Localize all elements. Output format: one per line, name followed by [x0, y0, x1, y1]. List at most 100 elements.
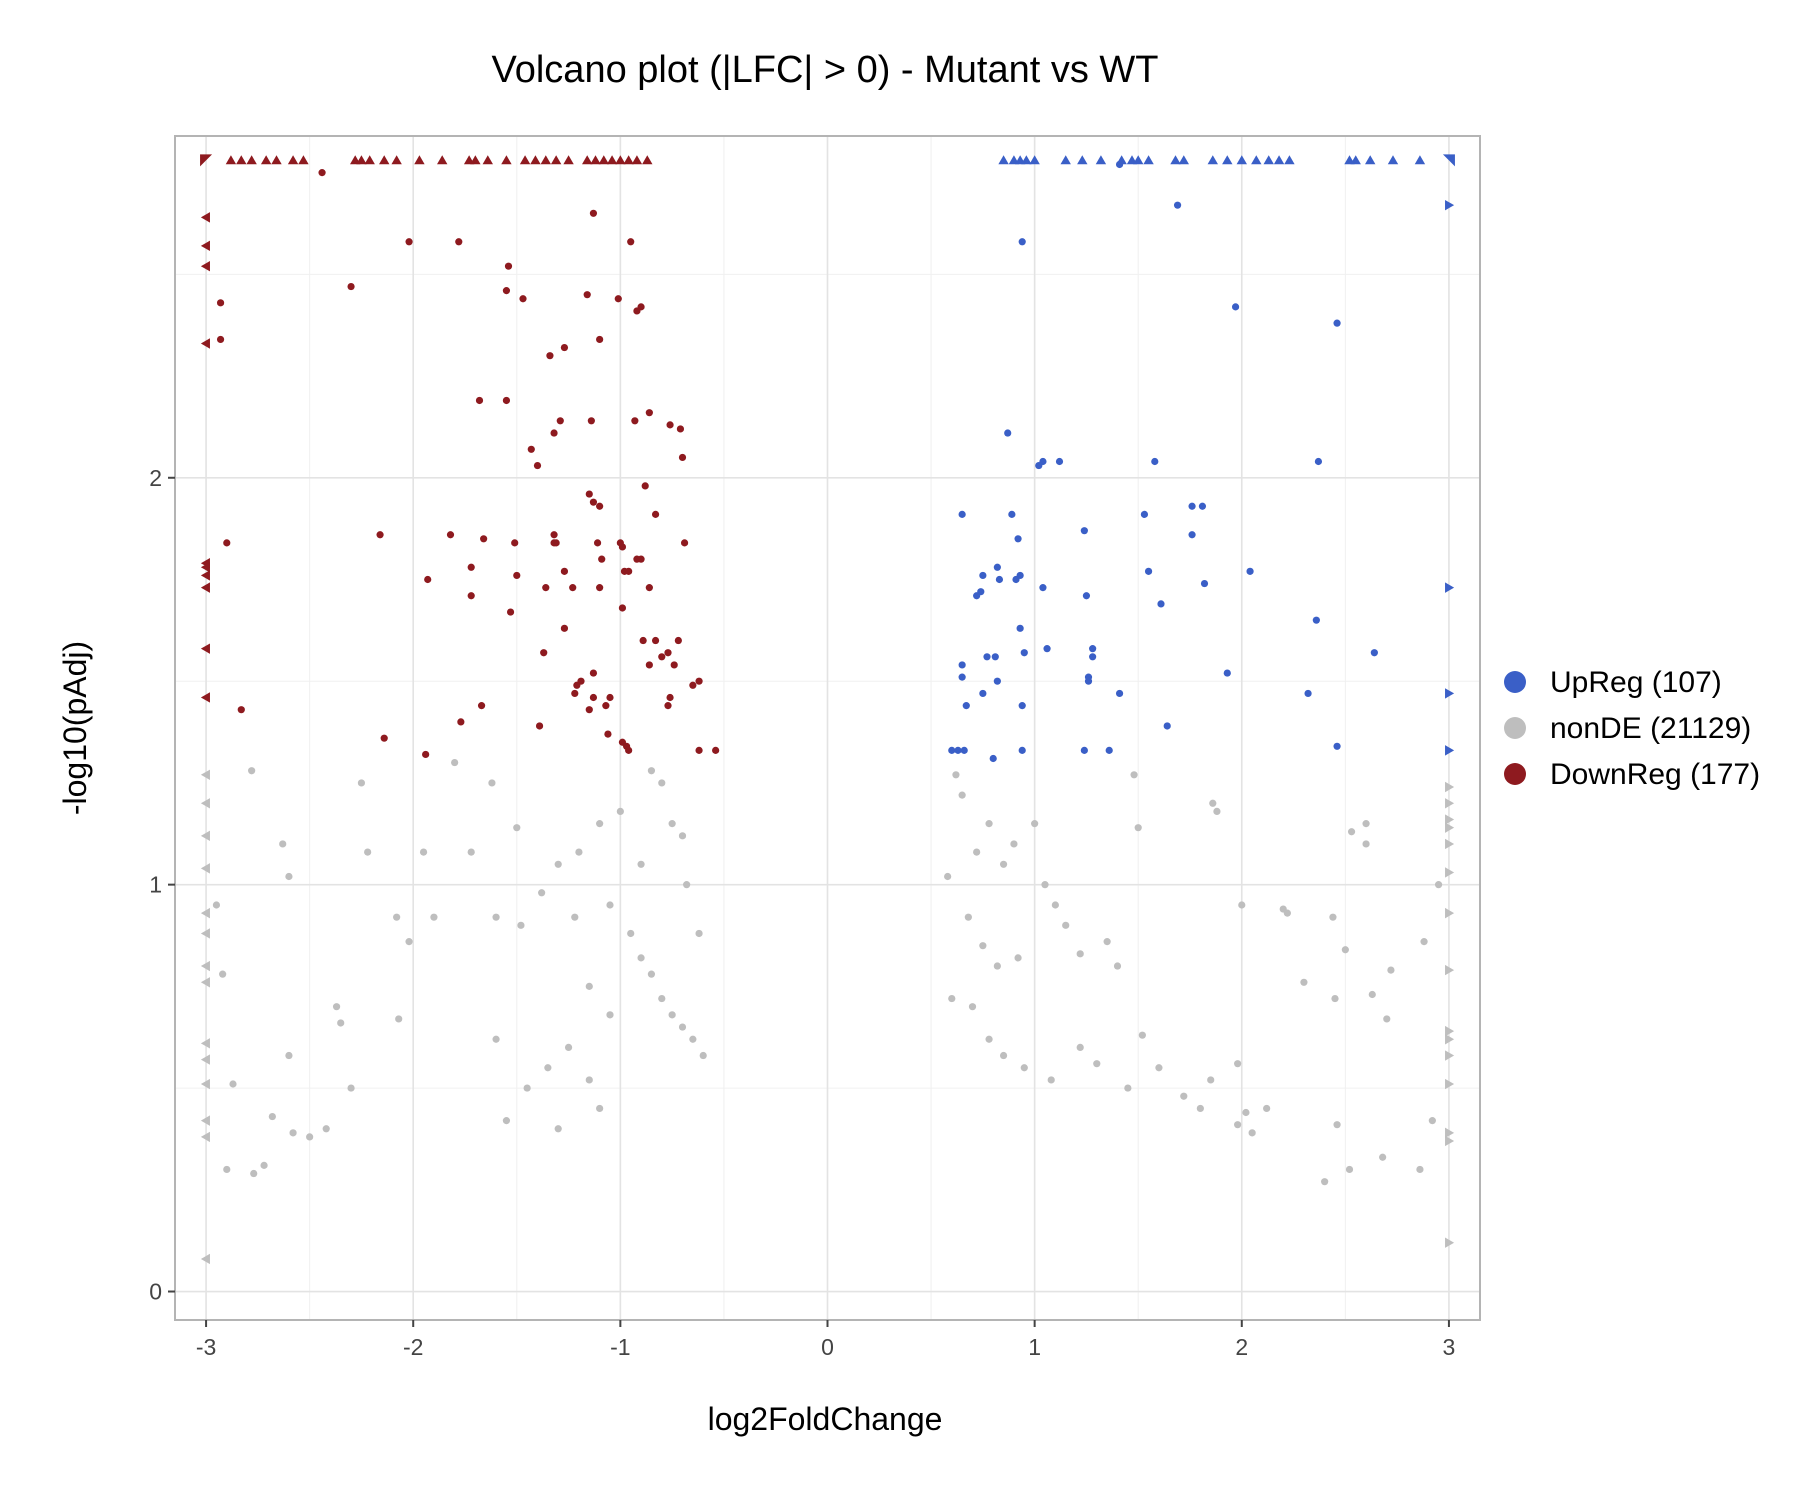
data-point [1055, 457, 1064, 466]
data-point-capped [225, 155, 237, 165]
data-point [569, 584, 577, 592]
data-point [658, 653, 666, 661]
data-point [285, 1051, 293, 1060]
data-point [1113, 962, 1122, 970]
data-point [1105, 746, 1113, 754]
data-point-clipped [200, 1131, 210, 1143]
data-point [1362, 820, 1370, 828]
data-point-clipped [200, 562, 210, 573]
data-point [229, 1080, 237, 1088]
data-point [958, 673, 966, 681]
data-point [1051, 901, 1059, 909]
data-point-clipped [200, 830, 210, 842]
data-point [999, 860, 1008, 868]
data-point [446, 531, 455, 539]
data-point [991, 653, 999, 661]
data-point-capped [414, 155, 425, 165]
data-point-capped [1222, 155, 1233, 165]
data-point [538, 889, 546, 897]
data-point [1173, 201, 1182, 209]
x-tick-label: -2 [403, 1334, 423, 1360]
y-tick-label: 2 [149, 465, 162, 491]
data-point [1347, 828, 1356, 836]
data-point-clipped [1445, 1025, 1455, 1037]
data-point-capped [482, 155, 493, 165]
data-point [666, 421, 674, 429]
data-point [598, 555, 606, 563]
data-point [678, 1023, 687, 1031]
data-point [1151, 457, 1159, 466]
data-point [560, 343, 569, 352]
data-point [1010, 840, 1018, 848]
data-point [506, 608, 515, 616]
data-point [695, 746, 703, 754]
data-point-capped [582, 155, 593, 165]
data-point-clipped [200, 643, 210, 654]
data-point [964, 913, 972, 921]
y-axis: 0 1 2 [149, 465, 175, 1305]
data-point [596, 502, 604, 510]
data-point [948, 746, 956, 754]
data-point [983, 653, 991, 661]
data-point-clipped [200, 977, 210, 988]
data-point [651, 510, 660, 518]
data-point [993, 563, 1001, 571]
data-point [589, 693, 598, 702]
data-point-capped [501, 155, 512, 165]
data-point [554, 1125, 562, 1133]
data-point [989, 754, 997, 763]
data-point [393, 913, 401, 921]
data-point-capped [606, 155, 618, 165]
data-point-clipped [1445, 822, 1455, 833]
data-point [1080, 746, 1088, 754]
data-point [513, 824, 521, 832]
legend: UpReg (107) nonDE (21129) DownReg (177) [1504, 666, 1760, 791]
data-point [1016, 624, 1024, 632]
data-point [285, 872, 293, 881]
data-point-capped [470, 155, 481, 165]
data-point-capped [1350, 155, 1361, 165]
data-point [492, 913, 500, 921]
data-points [200, 154, 1455, 1265]
data-point [467, 563, 475, 571]
data-point [504, 262, 513, 270]
data-point [1341, 946, 1349, 954]
data-point [1124, 1084, 1132, 1092]
data-point [979, 689, 987, 698]
x-tick-label: -1 [610, 1334, 630, 1360]
data-point [676, 425, 685, 433]
data-point [542, 584, 550, 592]
data-point-clipped [1445, 867, 1455, 878]
data-point-clipped [1445, 838, 1455, 850]
data-point [645, 409, 653, 417]
data-point [219, 970, 227, 978]
data-point [1200, 579, 1209, 588]
data-point [1062, 921, 1070, 929]
data-point [1020, 649, 1028, 657]
data-point-capped [260, 155, 272, 165]
data-point [993, 962, 1001, 970]
x-tick-label: -3 [196, 1334, 216, 1360]
data-point-clipped [200, 928, 210, 939]
data-point [606, 693, 614, 702]
data-point [670, 661, 678, 669]
data-point [1314, 457, 1323, 466]
data-point-capped [1365, 155, 1376, 165]
data-point [973, 848, 981, 856]
data-point [268, 1112, 276, 1121]
data-point [1223, 669, 1231, 677]
data-point-capped [271, 155, 282, 165]
data-point-clipped [200, 1253, 210, 1265]
data-point [618, 543, 627, 551]
data-point [645, 584, 653, 592]
data-point [1188, 531, 1196, 539]
data-point [962, 702, 970, 710]
data-point [1004, 429, 1012, 437]
data-point [712, 746, 720, 754]
data-point [457, 718, 465, 726]
data-point-clipped [200, 212, 210, 223]
data-point [364, 848, 372, 856]
data-point-capped [1207, 155, 1218, 165]
data-point [625, 567, 633, 575]
